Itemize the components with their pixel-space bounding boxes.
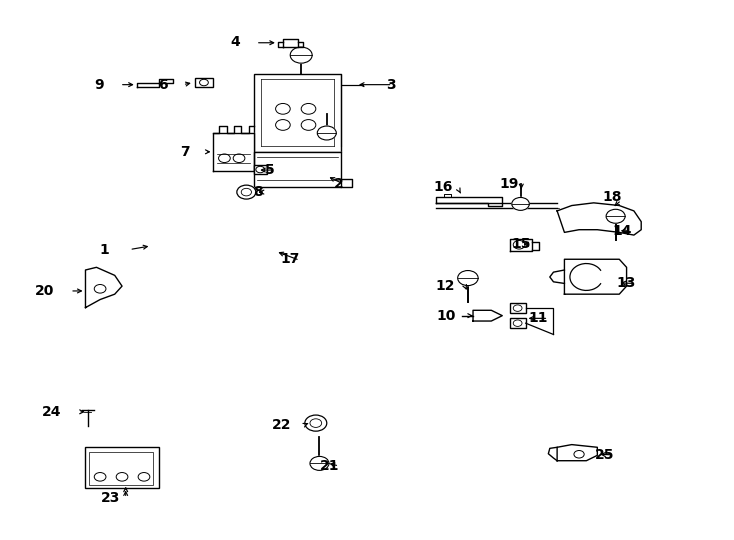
Text: 23: 23 (101, 491, 120, 505)
Text: 25: 25 (595, 448, 614, 462)
Bar (509, 303, 526, 313)
Circle shape (310, 456, 329, 470)
Polygon shape (214, 133, 254, 171)
Polygon shape (473, 310, 502, 321)
Text: 16: 16 (433, 180, 453, 194)
Text: 24: 24 (42, 405, 62, 419)
Text: 3: 3 (387, 78, 396, 92)
Bar (254, 74, 341, 152)
Polygon shape (564, 259, 627, 294)
Text: 20: 20 (34, 284, 54, 298)
Circle shape (290, 47, 312, 63)
Text: 22: 22 (272, 418, 291, 431)
Text: 12: 12 (435, 279, 455, 293)
Circle shape (237, 185, 256, 199)
Text: 9: 9 (94, 78, 103, 92)
Text: 17: 17 (280, 252, 299, 266)
Polygon shape (557, 203, 642, 235)
Bar (254, 165, 267, 174)
Text: 14: 14 (612, 224, 632, 238)
Text: 8: 8 (253, 185, 264, 199)
Text: 10: 10 (437, 309, 457, 323)
Circle shape (606, 210, 625, 223)
Text: 6: 6 (159, 78, 168, 92)
Polygon shape (557, 444, 597, 461)
Text: 7: 7 (181, 145, 190, 159)
Bar (85, 447, 159, 488)
Polygon shape (437, 198, 502, 206)
Text: 1: 1 (100, 242, 109, 256)
Circle shape (305, 415, 327, 431)
Circle shape (317, 126, 336, 140)
Polygon shape (254, 152, 341, 187)
Bar (89, 451, 153, 485)
Polygon shape (437, 204, 557, 208)
Polygon shape (283, 39, 297, 47)
Bar (195, 78, 214, 87)
Polygon shape (85, 267, 122, 308)
Bar (509, 319, 526, 328)
Text: 5: 5 (264, 163, 274, 177)
Text: 2: 2 (334, 177, 344, 191)
Text: 11: 11 (528, 312, 548, 325)
Circle shape (512, 198, 529, 211)
Text: 18: 18 (602, 190, 622, 204)
Polygon shape (509, 239, 531, 251)
Polygon shape (137, 79, 173, 87)
Circle shape (458, 271, 478, 286)
Text: 19: 19 (500, 177, 519, 191)
Text: 13: 13 (617, 276, 636, 291)
Text: 4: 4 (230, 35, 240, 49)
Text: 15: 15 (512, 237, 531, 251)
Text: 21: 21 (320, 459, 339, 473)
